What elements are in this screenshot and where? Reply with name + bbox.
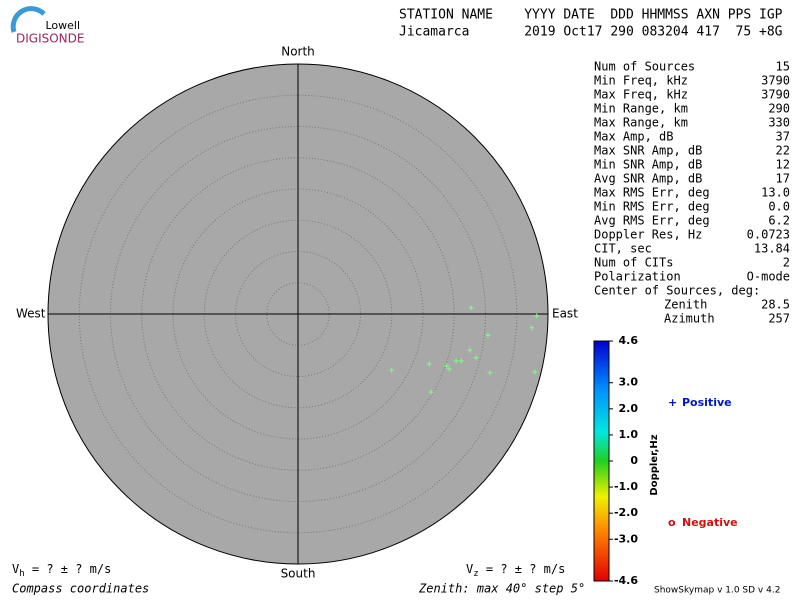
stat-label: CIT, sec (594, 242, 652, 256)
stat-value: 12 (776, 158, 790, 172)
legend-label: Negative (682, 516, 738, 529)
stat-value: 13.0 (761, 186, 790, 200)
stat-label: Avg SNR Amp, dB (594, 172, 702, 186)
source-point (444, 363, 450, 369)
source-point (458, 358, 464, 364)
header-line: Jicamarca 2019 Oct17 290 083204 417 75 +… (399, 25, 783, 40)
source-point (453, 358, 459, 364)
stat-value: 15 (776, 60, 790, 74)
legend-symbol: + (668, 396, 677, 409)
stat-value: 3790 (761, 74, 790, 88)
source-point (534, 313, 540, 319)
source-point (485, 332, 491, 338)
colorbar-tick-label: -1.0 (614, 480, 638, 493)
colorbar-tick-label: -4.6 (614, 574, 638, 587)
source-point (446, 366, 452, 372)
stat-label: Max SNR Amp, dB (594, 144, 702, 158)
stat-label: Min RMS Err, deg (594, 200, 710, 214)
stat-label: Num of CITs (594, 256, 673, 270)
colorbar-label: Doppler,Hz (649, 434, 660, 495)
source-point (467, 347, 473, 353)
center-value: 28.5 (761, 298, 790, 312)
stat-label: Max Range, km (594, 116, 688, 130)
colorbar-tick-label: 0 (630, 454, 638, 467)
source-point (487, 370, 493, 376)
colorbar-tick-label: 3.0 (619, 376, 639, 389)
source-point (532, 369, 538, 375)
stat-value: 22 (776, 144, 790, 158)
center-label: Zenith (664, 298, 707, 312)
colorbar-tick-label: -3.0 (614, 532, 638, 545)
colorbar-tick-label: -2.0 (614, 506, 638, 519)
stat-value: 2 (783, 256, 790, 270)
compass-label: North (281, 45, 315, 59)
colorbar-tick-label: 4.6 (619, 334, 639, 347)
version: ShowSkymap v 1.0 SD v 4.2 (654, 586, 780, 596)
stat-value: 0.0723 (747, 228, 790, 242)
stat-value: 6.2 (768, 214, 790, 228)
center-title: Center of Sources, deg: (594, 284, 760, 298)
colorbar-tick-label: 1.0 (619, 428, 639, 441)
stat-label: Max Freq, kHz (594, 88, 688, 102)
legend-label: Positive (682, 396, 732, 409)
stat-value: 0.0 (768, 200, 790, 214)
logo-top: Lowell (45, 19, 80, 32)
stat-label: Max RMS Err, deg (594, 186, 710, 200)
zenith-note: Zenith: max 40° step 5° (418, 582, 585, 596)
colorbar (593, 340, 610, 582)
stat-label: Min SNR Amp, dB (594, 158, 702, 172)
stat-value: O-mode (747, 270, 790, 284)
legend-symbol: o (668, 516, 676, 529)
compass-label: South (281, 567, 316, 581)
source-point (529, 325, 535, 331)
stat-value: 17 (776, 172, 790, 186)
source-point (428, 389, 434, 395)
stat-value: 330 (768, 116, 790, 130)
stat-label: Num of Sources (594, 60, 695, 74)
stat-value: 13.84 (754, 242, 790, 256)
source-point (426, 361, 432, 367)
source-point (389, 367, 395, 373)
logo-arc (10, 6, 46, 33)
vz: Vz = ? ± ? m/s (466, 562, 565, 579)
header-line: STATION NAME YYYY DATE DDD HHMMSS AXN PP… (399, 8, 783, 23)
stat-label: Doppler Res, Hz (594, 228, 702, 242)
stat-label: Min Range, km (594, 102, 688, 116)
vh: Vh = ? ± ? m/s (12, 562, 111, 579)
center-label: Azimuth (664, 312, 715, 326)
stat-label: Max Amp, dB (594, 130, 673, 144)
stat-value: 37 (776, 130, 790, 144)
stat-value: 290 (768, 102, 790, 116)
colorbar-tick-label: 2.0 (619, 402, 639, 415)
logo-bottom: DIGISONDE (16, 32, 84, 46)
stat-label: Polarization (594, 270, 681, 284)
coords-note: Compass coordinates (12, 582, 149, 596)
center-value: 257 (768, 312, 790, 326)
stat-label: Min Freq, kHz (594, 74, 688, 88)
source-point (468, 305, 474, 311)
compass-label: East (552, 307, 578, 321)
stat-value: 3790 (761, 88, 790, 102)
stat-label: Avg RMS Err, deg (594, 214, 710, 228)
source-point (473, 355, 479, 361)
compass-label: West (16, 307, 46, 321)
